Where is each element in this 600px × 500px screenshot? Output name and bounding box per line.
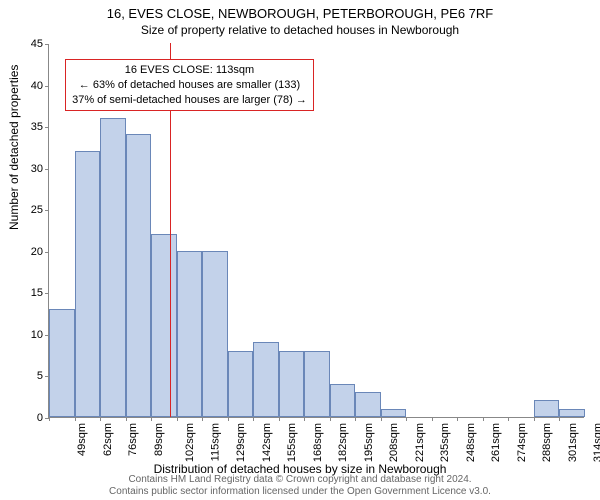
x-tick-label: 208sqm bbox=[388, 423, 400, 462]
chart-plot-area: 05101520253035404549sqm62sqm76sqm89sqm10… bbox=[48, 44, 584, 418]
x-tick-label: 288sqm bbox=[542, 423, 554, 462]
x-tick-mark bbox=[330, 417, 331, 421]
histogram-bar bbox=[304, 351, 330, 417]
y-tick-mark bbox=[45, 169, 49, 170]
x-tick-mark bbox=[49, 417, 50, 421]
footer-line-2: Contains public sector information licen… bbox=[0, 486, 600, 498]
x-tick-mark bbox=[483, 417, 484, 421]
x-tick-mark bbox=[279, 417, 280, 421]
y-axis-label: Number of detached properties bbox=[7, 65, 21, 230]
x-tick-label: 49sqm bbox=[76, 423, 88, 456]
x-tick-label: 261sqm bbox=[491, 423, 503, 462]
x-tick-label: 115sqm bbox=[209, 423, 221, 461]
x-tick-label: 168sqm bbox=[312, 423, 324, 462]
x-tick-mark bbox=[355, 417, 356, 421]
x-tick-label: 102sqm bbox=[184, 423, 196, 462]
y-tick-mark bbox=[45, 252, 49, 253]
y-tick-mark bbox=[45, 44, 49, 45]
x-tick-mark bbox=[508, 417, 509, 421]
footer-line-1: Contains HM Land Registry data © Crown c… bbox=[0, 474, 600, 486]
histogram-bar bbox=[151, 234, 177, 417]
x-tick-label: 248sqm bbox=[465, 423, 477, 462]
x-tick-label: 182sqm bbox=[337, 423, 349, 462]
histogram-bar bbox=[279, 351, 305, 417]
x-tick-label: 274sqm bbox=[516, 423, 528, 462]
x-tick-mark bbox=[253, 417, 254, 421]
x-tick-label: 314sqm bbox=[593, 423, 600, 462]
x-tick-mark bbox=[432, 417, 433, 421]
y-tick-mark bbox=[45, 210, 49, 211]
x-tick-mark bbox=[126, 417, 127, 421]
x-tick-label: 62sqm bbox=[102, 423, 114, 456]
annotation-line-2: ← 63% of detached houses are smaller (13… bbox=[72, 78, 307, 93]
histogram-bar bbox=[177, 251, 203, 417]
histogram-bar bbox=[126, 134, 152, 417]
histogram-bar bbox=[330, 384, 356, 417]
x-tick-mark bbox=[151, 417, 152, 421]
x-tick-label: 235sqm bbox=[439, 423, 451, 462]
property-annotation-box: 16 EVES CLOSE: 113sqm← 63% of detached h… bbox=[65, 59, 314, 112]
histogram-bar bbox=[381, 409, 407, 417]
page-title: 16, EVES CLOSE, NEWBOROUGH, PETERBOROUGH… bbox=[0, 0, 600, 21]
x-tick-mark bbox=[534, 417, 535, 421]
histogram-bar bbox=[559, 409, 585, 417]
histogram-bar bbox=[355, 392, 381, 417]
x-tick-label: 155sqm bbox=[286, 423, 298, 462]
histogram-bar bbox=[228, 351, 254, 417]
x-tick-mark bbox=[75, 417, 76, 421]
footer-attribution: Contains HM Land Registry data © Crown c… bbox=[0, 474, 600, 498]
x-tick-mark bbox=[228, 417, 229, 421]
page-subtitle: Size of property relative to detached ho… bbox=[0, 21, 600, 37]
y-tick-mark bbox=[45, 127, 49, 128]
x-tick-mark bbox=[406, 417, 407, 421]
x-tick-mark bbox=[177, 417, 178, 421]
y-tick-mark bbox=[45, 293, 49, 294]
histogram-bar bbox=[100, 118, 126, 417]
x-tick-label: 195sqm bbox=[363, 423, 375, 462]
histogram-bar bbox=[75, 151, 101, 417]
histogram-bar bbox=[253, 342, 279, 417]
x-tick-mark bbox=[100, 417, 101, 421]
annotation-line-1: 16 EVES CLOSE: 113sqm bbox=[72, 63, 307, 78]
x-tick-mark bbox=[457, 417, 458, 421]
annotation-line-3: 37% of semi-detached houses are larger (… bbox=[72, 93, 307, 108]
x-tick-label: 129sqm bbox=[235, 423, 247, 462]
histogram-bar bbox=[534, 400, 560, 417]
histogram-bar bbox=[202, 251, 228, 417]
x-tick-label: 76sqm bbox=[127, 423, 139, 456]
x-tick-mark bbox=[559, 417, 560, 421]
x-tick-label: 142sqm bbox=[261, 423, 273, 462]
x-tick-label: 89sqm bbox=[153, 423, 165, 456]
x-tick-mark bbox=[381, 417, 382, 421]
histogram-bar bbox=[49, 309, 75, 417]
x-tick-mark bbox=[202, 417, 203, 421]
x-tick-mark bbox=[304, 417, 305, 421]
x-tick-label: 301sqm bbox=[567, 423, 579, 462]
x-tick-label: 221sqm bbox=[414, 423, 426, 462]
y-tick-mark bbox=[45, 86, 49, 87]
